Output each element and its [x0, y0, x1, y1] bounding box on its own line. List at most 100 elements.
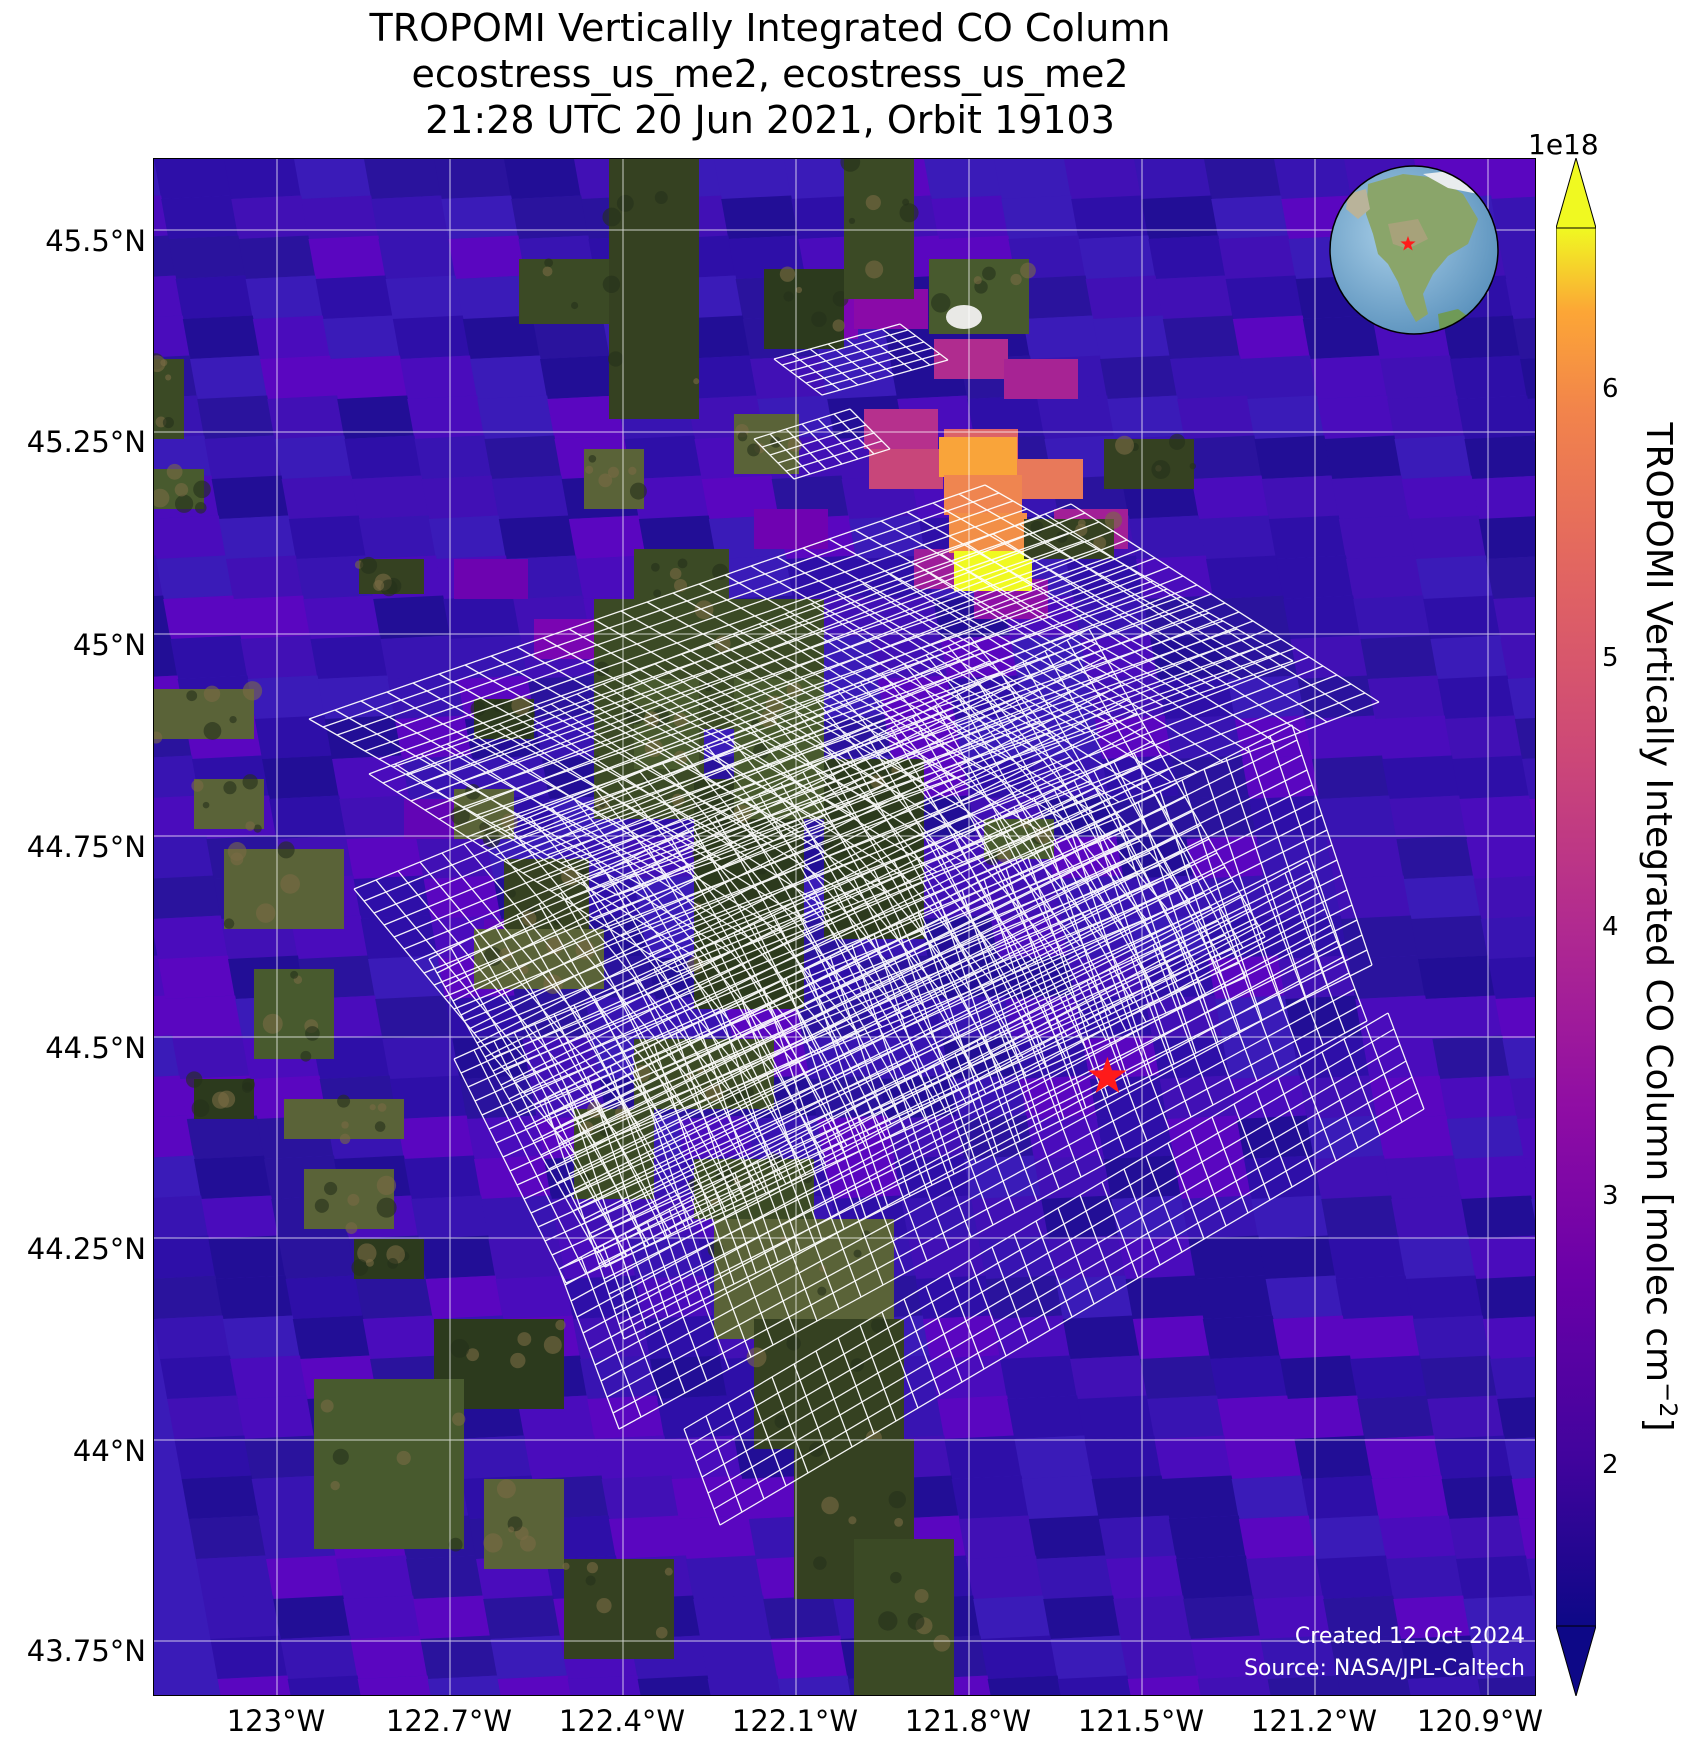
co-pixel [763, 1595, 841, 1639]
satellite-texture [290, 970, 299, 979]
co-pixel [1432, 1035, 1510, 1079]
co-pixel [208, 1235, 286, 1279]
co-pixel [1085, 275, 1163, 319]
co-pixel [1098, 1515, 1176, 1559]
co-pixel [951, 1475, 1029, 1519]
co-pixel [568, 515, 646, 559]
colorbar-extend-max [1556, 158, 1596, 229]
co-pixel [1524, 1158, 1535, 1199]
co-pixel [1450, 355, 1528, 399]
satellite-texture [871, 1316, 888, 1334]
co-pixel [1244, 1155, 1322, 1199]
satellite-texture [345, 1222, 358, 1235]
co-pixel [1071, 195, 1149, 239]
lat-tick-label: 45.5°N [45, 224, 146, 258]
co-pixel [1140, 1355, 1218, 1399]
co-pixel [1526, 1558, 1535, 1599]
co-pixel [1155, 275, 1233, 319]
co-pixel [1416, 555, 1494, 599]
graticule [154, 159, 1535, 1695]
co-pixel [700, 1635, 778, 1679]
co-pixel [1000, 1355, 1078, 1399]
co-pixel [1132, 1315, 1210, 1359]
co-pixel [1197, 1675, 1272, 1695]
co-pixel [154, 1115, 194, 1158]
co-pixel [380, 635, 458, 679]
co-pixel [1380, 355, 1458, 399]
co-pixel [534, 715, 612, 759]
co-pixel [1014, 1435, 1092, 1479]
satellite-texture [628, 466, 637, 476]
co-pixel [1215, 995, 1293, 1039]
co-pixel [434, 159, 512, 199]
co-pixel [1089, 1075, 1167, 1119]
co-pixel [350, 1635, 428, 1679]
co-pixel [1015, 275, 1093, 319]
co-pixel [1147, 1395, 1225, 1439]
lat-tick-label: 43.75°N [26, 1634, 146, 1668]
co-pixel [267, 395, 345, 439]
co-pixel [1297, 675, 1375, 719]
satellite-texture [899, 203, 919, 223]
co-pixel [1324, 435, 1402, 479]
co-pixel [1314, 1155, 1392, 1199]
co-pixel [343, 1595, 421, 1639]
co-pixel [1312, 755, 1390, 799]
co-pixel [750, 355, 828, 399]
co-pixel [1106, 1555, 1184, 1599]
satellite-texture [664, 1567, 673, 1576]
co-pixel [491, 475, 569, 519]
satellite-texture [865, 194, 881, 211]
co-pixel [1364, 1435, 1442, 1479]
satellite-texture [314, 1198, 329, 1213]
co-pixel [1340, 915, 1418, 959]
co-pixel [1439, 1075, 1517, 1119]
co-pixel [1529, 798, 1535, 832]
co-pixel [1512, 317, 1535, 359]
lat-tick-label: 45°N [72, 628, 146, 662]
co-pixel [368, 955, 446, 999]
satellite-texture [508, 1526, 515, 1533]
co-pixel [587, 1395, 665, 1439]
satellite-texture [571, 301, 579, 310]
co-pixel [1317, 395, 1395, 439]
co-pixel [1374, 715, 1452, 759]
co-pixel [273, 1595, 351, 1639]
footprint-scene [543, 724, 1373, 1340]
satellite-texture [813, 1556, 827, 1570]
satellite-texture [914, 1588, 929, 1603]
lon-tick-label: 122.4°W [558, 1704, 686, 1738]
co-pixel [371, 195, 449, 239]
satellite-patch [854, 1539, 954, 1695]
co-pixel-elevated [869, 449, 943, 489]
co-pixel [1430, 635, 1508, 679]
title-line-1: TROPOMI Vertically Integrated CO Column [369, 6, 1171, 50]
co-pixel [182, 315, 260, 359]
co-pixel [448, 235, 526, 279]
co-pixel [1102, 755, 1180, 799]
co-pixel [357, 1675, 432, 1695]
satellite-texture [211, 1091, 230, 1109]
co-pixel [1211, 195, 1289, 239]
lon-tick-label: 120.9°W [1416, 1704, 1544, 1738]
site-star-icon[interactable] [1088, 1056, 1127, 1093]
co-pixel [188, 1515, 266, 1559]
co-pixel [1378, 1515, 1456, 1559]
map-panel[interactable]: Created 12 Oct 2024 Source: NASA/JPL-Cal… [153, 158, 1536, 1696]
satellite-texture [193, 480, 211, 499]
co-pixel [1382, 755, 1460, 799]
co-pixel [425, 1275, 503, 1319]
co-pixel [908, 1235, 986, 1279]
locator-globe [1329, 165, 1499, 335]
co-pixel [901, 1195, 979, 1239]
satellite-texture [255, 903, 276, 923]
co-pixel [1331, 475, 1409, 519]
co-pixel [402, 755, 480, 799]
co-pixel [278, 1235, 356, 1279]
lon-tick-label: 121.8°W [904, 1704, 1032, 1738]
co-pixel [1491, 196, 1535, 239]
co-pixel-elevated [754, 509, 828, 549]
co-pixel [1001, 195, 1079, 239]
co-pixel [247, 675, 325, 719]
co-pixel [154, 1075, 187, 1118]
